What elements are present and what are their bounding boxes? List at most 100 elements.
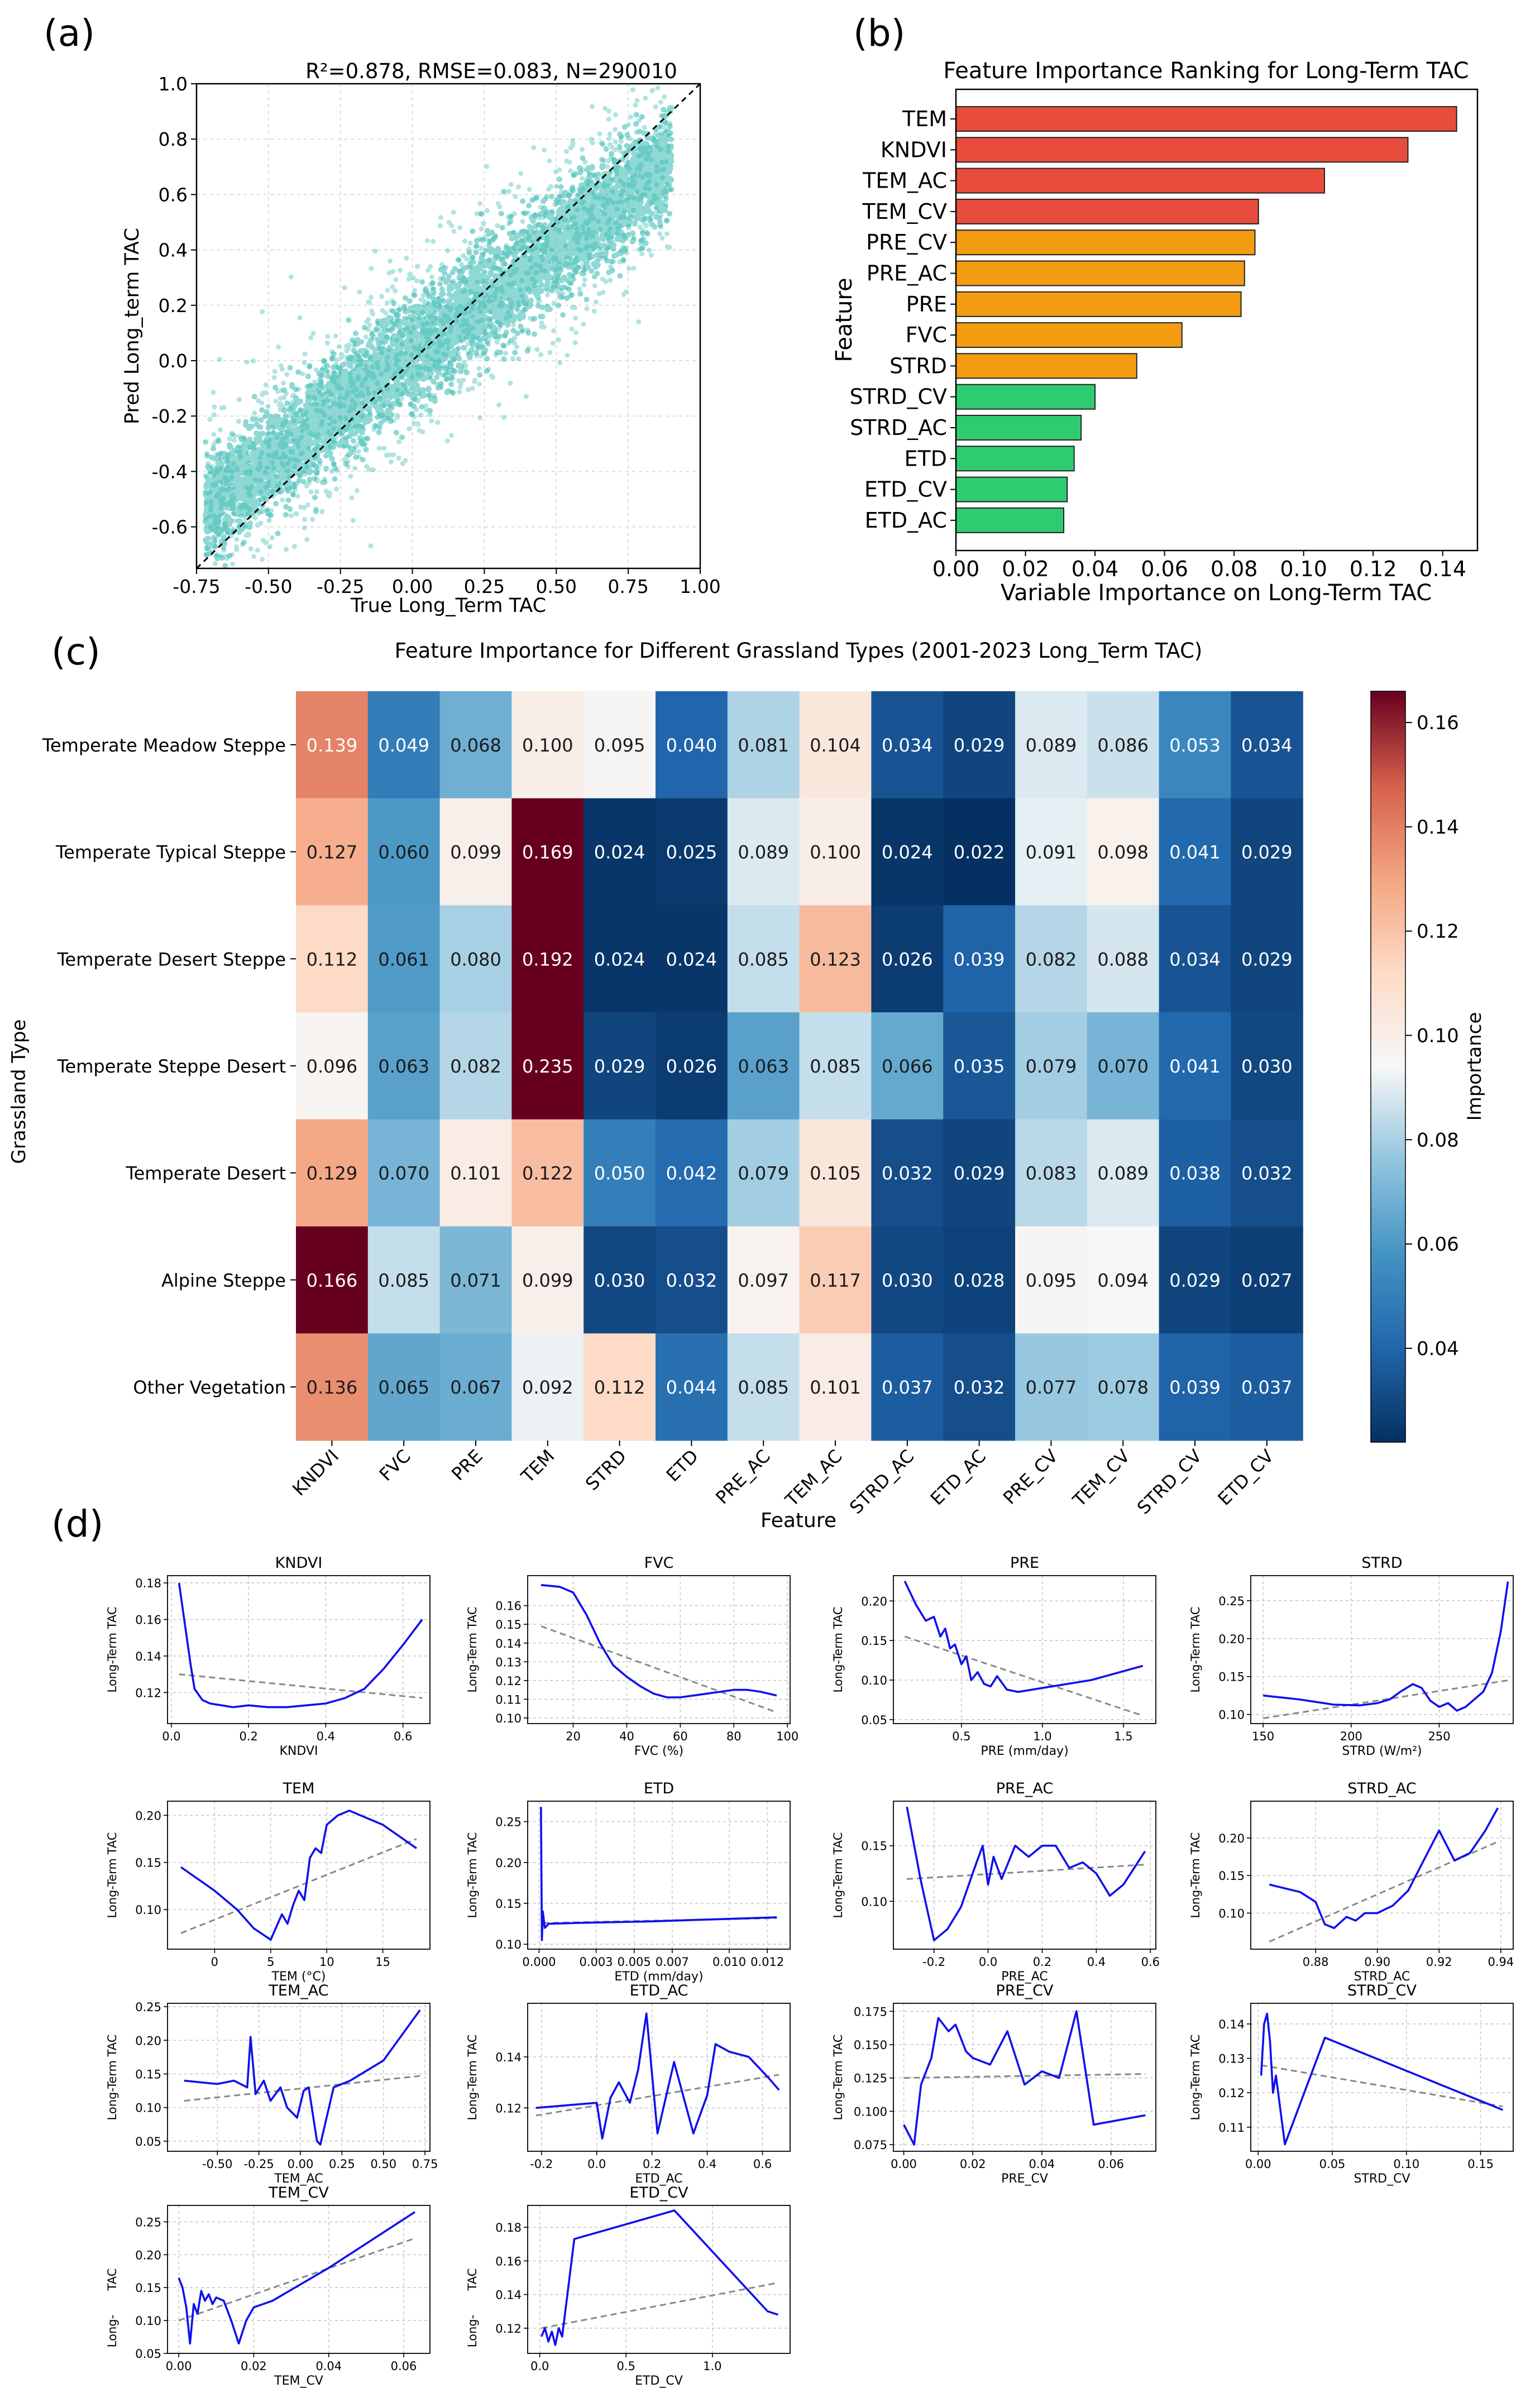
heatmap-cell (296, 691, 369, 799)
subplot-x-label: ETD_CV (635, 2374, 683, 2388)
subplot-y-tick-label: 0.16 (495, 1600, 522, 1613)
subplot-x-tick-label: 10 (319, 1955, 334, 1969)
scatter-x-ticks: -0.75 -0.50 -0.25 0.00 0.25 0.50 0.75 1.00 (173, 568, 721, 597)
colorbar-tick-label: 0.10 (1417, 1025, 1459, 1047)
heatmap-cell-value: 0.037 (882, 1377, 933, 1398)
subplot-dependence-line (184, 2009, 421, 2146)
subplot-x-tick-label: 250 (1428, 1730, 1450, 1743)
panel-label-d: (d) (51, 1502, 103, 1545)
heatmap-cell (511, 1226, 584, 1334)
heatmap-cell (871, 1333, 944, 1441)
heatmap-cell (296, 1333, 369, 1441)
heatmap-cell-value: 0.065 (378, 1377, 429, 1398)
heatmap-cell-value: 0.038 (1169, 1163, 1221, 1184)
heatmap-cell-value: 0.077 (1026, 1377, 1077, 1398)
subplot-y-tick-label: 0.150 (854, 2038, 887, 2052)
heatmap-cell-value: 0.235 (522, 1056, 573, 1077)
scatter-x-tick-label: 0.50 (536, 576, 577, 597)
heatmap-cell (367, 1226, 441, 1334)
dependence-subplot-tem: TEM 0 5 10 15 0.10 0.15 0.20 TEM (°C) Long-Term T… (106, 1780, 431, 1984)
scatter-y-tick-label: 0.4 (159, 240, 188, 261)
subplot-dependence-line (906, 1806, 1146, 1941)
heatmap-cell (511, 798, 584, 906)
scatter-y-tick-label: 0.0 (159, 350, 188, 372)
colorbar (1370, 691, 1406, 1443)
subplot-y-tick-label: 0.10 (861, 1895, 887, 1908)
heatmap-cell (1015, 905, 1088, 1013)
heatmap-cell (871, 798, 944, 906)
heatmap-cells: 0.139 0.049 0.068 0.100 0.095 0.040 0.081 0.104… (296, 691, 1303, 1441)
bar-strd-cv (955, 384, 1096, 410)
heatmap-cell-value: 0.136 (307, 1377, 358, 1398)
heatmap-cell-value: 0.035 (954, 1056, 1005, 1077)
heatmap-cell (727, 1226, 800, 1334)
subplot-x-label: PRE_AC (1001, 1970, 1048, 1984)
subplot-frame (167, 1575, 431, 1724)
heatmap-title: Feature Importance for Different Grassla… (395, 639, 1203, 663)
heatmap-cell (943, 1226, 1016, 1334)
heatmap-cell (656, 798, 728, 906)
bar-category-label: TEM_CV (862, 199, 947, 224)
subplot-y-tick-label: 0.075 (854, 2138, 887, 2152)
subplot-x-tick-label: 0.4 (317, 1730, 335, 1743)
heatmap-cell (727, 691, 800, 799)
heatmap-cell-value: 0.026 (666, 1056, 718, 1077)
subplot-x-tick-label: 0.6 (1141, 1955, 1160, 1969)
subplot-x-tick-label: 0.6 (753, 2157, 772, 2171)
heatmap-cell-value: 0.022 (954, 842, 1005, 863)
subplot-y-tick-label: 0.15 (861, 1840, 887, 1853)
bar-category-label: KNDVI (881, 137, 947, 162)
subplot-y-label: Long-Term TAC (106, 1832, 119, 1918)
subplot-x-tick-label: 0.92 (1426, 1955, 1452, 1969)
subplot-x-tick-label: 80 (726, 1730, 742, 1743)
heatmap-cell-value: 0.028 (954, 1270, 1005, 1291)
heatmap-cell (584, 798, 656, 906)
subplot-x-tick-label: 0.0 (530, 2360, 549, 2373)
heatmap-cell (511, 1119, 584, 1227)
heatmap-cell-value: 0.025 (666, 842, 718, 863)
subplot-x-tick-label: 0.04 (1029, 2157, 1055, 2171)
bar-category-label: ETD_CV (864, 477, 947, 502)
heatmap-cell-value: 0.117 (810, 1270, 861, 1291)
heatmap-cell (511, 905, 584, 1013)
bar-strd (955, 353, 1137, 379)
subplot-y-label: Long-Term TAC (466, 1832, 479, 1918)
heatmap-cell-value: 0.034 (1169, 949, 1221, 970)
heatmap-cell (296, 1226, 369, 1334)
subplot-x-label: ETD (mm/day) (614, 1970, 703, 1984)
heatmap-cell (799, 905, 872, 1013)
scatter-x-tick-label: -0.25 (317, 576, 364, 597)
heatmap-cell-value: 0.100 (522, 735, 573, 756)
subplot-x-tick-label: 0.000 (522, 1955, 556, 1969)
heatmap-cell (367, 1119, 441, 1227)
subplot-y-tick-label: 0.13 (495, 1655, 522, 1669)
dependence-subplot-kndvi: KNDVI 0.0 0.2 0.4 0.6 0.12 0.14 0.16 0.18 KNDVI Lo… (106, 1554, 431, 1758)
heatmap-cell (1159, 1012, 1231, 1120)
bar-axes-frame (955, 88, 1479, 552)
subplot-x-tick-label: 15 (375, 1955, 390, 1969)
subplot-y-tick-label: 0.15 (1218, 1671, 1245, 1684)
heatmap-cell-value: 0.085 (810, 1056, 861, 1077)
heatmap-cell-value: 0.034 (1241, 735, 1293, 756)
subplot-x-tick-label: 0 (211, 1955, 218, 1969)
bar-category-label: TEM (902, 107, 947, 131)
heatmap-cell-value: 0.089 (1097, 1163, 1149, 1184)
heatmap-cell-value: 0.032 (954, 1377, 1005, 1398)
subplot-y-label: Long-Term TAC (1189, 1607, 1202, 1693)
bar-x-tick-label: 0.12 (1350, 557, 1397, 581)
subplot-frame (893, 2003, 1156, 2152)
heatmap-cell-value: 0.029 (1241, 842, 1293, 863)
heatmap-cell (1087, 1119, 1160, 1227)
heatmap-cell-value: 0.049 (378, 735, 429, 756)
heatmap-cell (439, 1119, 512, 1227)
subplot-x-tick-label: 0.90 (1364, 1955, 1390, 1969)
subplot-dependence-line (1260, 2012, 1504, 2146)
heatmap-cell (296, 798, 369, 906)
heatmap-cell (727, 905, 800, 1013)
dependence-subplot-tem-cv: TEM_CV 0.00 0.02 0.04 0.06 0.05 0.10 0.15 0.20 0.… (106, 2184, 431, 2388)
subplot-frame (527, 1801, 791, 1950)
subplot-x-tick-label: -0.2 (530, 2157, 553, 2171)
subplot-y-tick-label: 0.14 (495, 2289, 522, 2302)
colorbar-tick-label: 0.08 (1417, 1129, 1459, 1151)
subplot-x-tick-label: 0.012 (750, 1955, 784, 1969)
